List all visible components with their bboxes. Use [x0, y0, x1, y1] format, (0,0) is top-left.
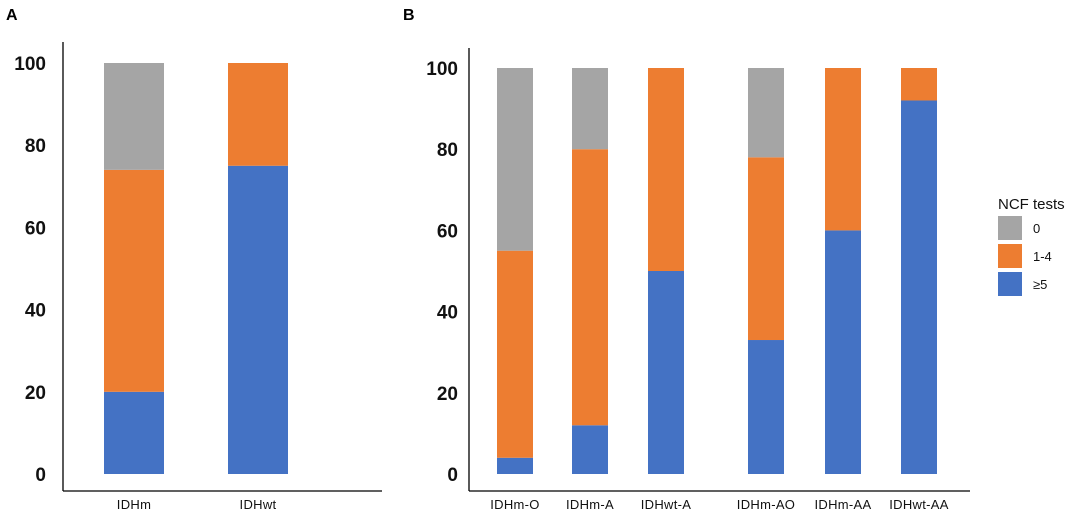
panel-b-x-labels: IDHm-O IDHm-A IDHwt-A IDHm-AO IDHm-AA IDHwt-A… [490, 497, 948, 512]
bar-b-IDHm-O-series-2 [497, 68, 533, 251]
panel-a-bars [104, 63, 288, 474]
panel-a-ytick-40: 40 [25, 301, 46, 322]
bar-b-IDHm-O-series-0 [497, 457, 533, 474]
bar-b-IDHwt-A-series-0 [648, 271, 684, 474]
panel-b-xlabel-IDHm-A: IDHm-A [566, 497, 614, 512]
panel-b-xlabel-IDHwt-AA: IDHwt-AA [889, 497, 948, 512]
panel-a-label: A [6, 7, 18, 24]
legend-swatch-0 [998, 216, 1022, 240]
panel-a-xlabel-IDHm: IDHm [117, 497, 151, 512]
panel-b-y-ticks: 0 20 40 60 80 100 [426, 59, 458, 486]
bar-b-IDHm-AO-series-1 [748, 157, 784, 341]
bar-b-IDHm-AO-series-0 [748, 340, 784, 474]
panel-a-ytick-20: 20 [25, 383, 46, 404]
panel-b-ytick-100: 100 [426, 59, 458, 80]
panel-b-xlabel-IDHwt-A: IDHwt-A [641, 497, 692, 512]
panel-a-xlabel-IDHwt: IDHwt [240, 497, 277, 512]
panel-a: A 0 20 40 60 80 100 IDHm IDHwt [6, 7, 382, 512]
panel-b-ytick-80: 80 [437, 140, 458, 161]
bar-b-IDHwt-AA-series-0 [901, 100, 937, 474]
bar-b-IDHwt-AA-series-1 [901, 68, 937, 101]
legend-label-1: 1-4 [1033, 249, 1052, 264]
panel-a-ytick-0: 0 [35, 465, 46, 486]
bar-b-IDHm-O-series-1 [497, 250, 533, 458]
legend-label-2: ≥5 [1033, 277, 1047, 292]
bar-a-IDHm-series-0 [104, 391, 164, 474]
panel-b-ytick-0: 0 [447, 465, 458, 486]
panel-a-x-labels: IDHm IDHwt [117, 497, 277, 512]
panel-a-y-ticks: 0 20 40 60 80 100 [14, 54, 46, 486]
legend-title: NCF tests [998, 196, 1065, 213]
bar-b-IDHm-AA-series-1 [825, 68, 861, 231]
panel-b-bars [497, 68, 937, 474]
panel-b: B 0 20 40 60 80 100 IDHm-O IDHm-A IDHwt-A IDHm-A… [403, 7, 970, 512]
legend-swatch-2 [998, 272, 1022, 296]
panel-a-ytick-60: 60 [25, 218, 46, 239]
panel-b-label: B [403, 7, 415, 24]
bar-b-IDHwt-A-series-1 [648, 68, 684, 271]
panel-b-ytick-40: 40 [437, 303, 458, 324]
bar-a-IDHwt-series-1 [228, 63, 288, 166]
panel-a-ytick-80: 80 [25, 136, 46, 157]
panel-b-ytick-20: 20 [437, 384, 458, 405]
panel-b-xlabel-IDHm-AA: IDHm-AA [815, 497, 872, 512]
bar-b-IDHm-A-series-1 [572, 149, 608, 426]
bar-a-IDHm-series-1 [104, 169, 164, 392]
panel-b-ytick-60: 60 [437, 221, 458, 242]
panel-a-ytick-100: 100 [14, 54, 46, 75]
bar-a-IDHwt-series-0 [228, 165, 288, 474]
legend: NCF tests 0 1-4 ≥5 [998, 196, 1065, 296]
bar-b-IDHm-AA-series-0 [825, 230, 861, 474]
panel-b-xlabel-IDHm-O: IDHm-O [490, 497, 539, 512]
bar-b-IDHm-A-series-2 [572, 68, 608, 150]
legend-swatch-1 [998, 244, 1022, 268]
bar-b-IDHm-A-series-0 [572, 425, 608, 474]
legend-label-0: 0 [1033, 221, 1040, 236]
panel-b-xlabel-IDHm-AO: IDHm-AO [737, 497, 795, 512]
bar-a-IDHm-series-2 [104, 63, 164, 170]
bar-b-IDHm-AO-series-2 [748, 68, 784, 158]
